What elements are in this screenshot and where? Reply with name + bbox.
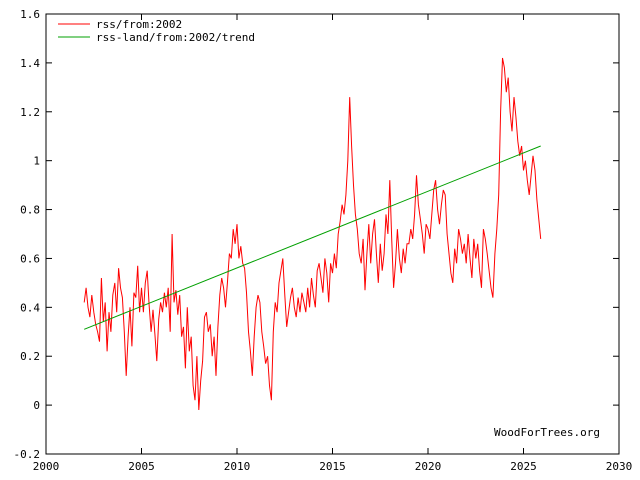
y-tick-label: 1.2	[20, 106, 40, 119]
x-tick-label: 2000	[33, 460, 60, 473]
y-tick-label: 0	[33, 399, 40, 412]
x-tick-label: 2030	[606, 460, 633, 473]
legend: rss/from:2002 rss-land/from:2002/trend	[58, 18, 255, 44]
axis-ticks: 2000 2005 2010 2015 2020 2025 2030 -0.2 0 0.2 0.4 0…	[14, 8, 633, 473]
watermark: WoodForTrees.org	[494, 426, 600, 439]
y-tick-label: 1.6	[20, 8, 40, 21]
series-line-trend	[84, 145, 541, 330]
y-tick-label: 1.4	[20, 57, 40, 70]
x-tick-label: 2020	[415, 460, 442, 473]
plot-area	[45, 13, 620, 455]
x-tick-label: 2005	[128, 460, 155, 473]
y-tick-label: 0.4	[20, 301, 40, 314]
y-tick-label: 0.2	[20, 350, 40, 363]
y-tick-label: 1	[33, 155, 40, 168]
x-tick-label: 2015	[319, 460, 346, 473]
x-tick-label: 2025	[510, 460, 537, 473]
y-tick-label: -0.2	[14, 448, 41, 461]
y-tick-label: 0.6	[20, 252, 40, 265]
series-line-rss	[83, 57, 542, 411]
legend-label-rss: rss/from:2002	[96, 18, 182, 31]
x-tick-label: 2010	[224, 460, 251, 473]
y-tick-label: 0.8	[20, 204, 40, 217]
series-layer	[83, 57, 542, 411]
legend-label-trend: rss-land/from:2002/trend	[96, 31, 255, 44]
